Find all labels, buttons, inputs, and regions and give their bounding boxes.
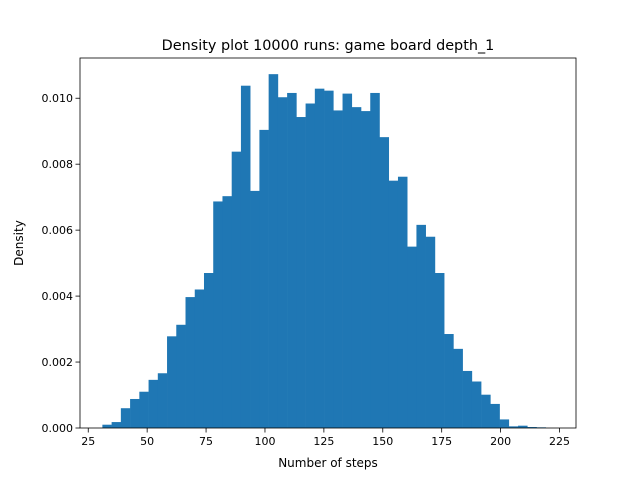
histogram-bar bbox=[287, 92, 297, 428]
histogram-bar bbox=[518, 425, 528, 428]
histogram-bar bbox=[167, 336, 177, 428]
histogram-bar bbox=[240, 85, 251, 428]
histogram-bar bbox=[333, 110, 343, 428]
histogram-bar bbox=[462, 370, 473, 428]
x-tick-label: 150 bbox=[372, 435, 393, 448]
y-tick-label: 0.002 bbox=[42, 356, 74, 369]
histogram-bar bbox=[185, 297, 196, 428]
histogram-bar bbox=[527, 427, 537, 428]
histogram-bar bbox=[499, 419, 510, 428]
histogram-bar bbox=[296, 117, 306, 429]
x-tick-label: 50 bbox=[140, 435, 154, 448]
y-axis-label: Density bbox=[12, 220, 26, 266]
x-tick-label: 125 bbox=[313, 435, 334, 448]
histogram-bar bbox=[194, 289, 205, 428]
histogram-bar bbox=[388, 180, 399, 428]
histogram-bar bbox=[231, 151, 242, 429]
y-tick-label: 0.004 bbox=[42, 290, 74, 303]
histogram-bar bbox=[120, 408, 131, 428]
x-tick-label: 75 bbox=[199, 435, 213, 448]
histogram-bar bbox=[222, 196, 232, 428]
histogram-bar bbox=[324, 90, 334, 428]
histogram-bar bbox=[139, 391, 149, 428]
histogram-bar bbox=[130, 398, 140, 428]
x-tick-label: 225 bbox=[549, 435, 570, 448]
histogram-bar bbox=[361, 111, 371, 429]
histogram-bar bbox=[370, 92, 380, 428]
histogram-bar bbox=[259, 129, 269, 429]
histogram-bar bbox=[508, 426, 519, 428]
histogram-bar bbox=[444, 334, 454, 428]
x-tick-label: 100 bbox=[254, 435, 275, 448]
histogram-bar bbox=[314, 88, 325, 428]
y-tick-label: 0.010 bbox=[42, 92, 74, 105]
y-tick-label: 0.000 bbox=[42, 422, 74, 435]
histogram-bar bbox=[434, 273, 445, 428]
plot-frame bbox=[79, 57, 577, 429]
x-tick-label: 175 bbox=[431, 435, 452, 448]
histogram-bar bbox=[268, 74, 279, 429]
histogram-bar bbox=[481, 394, 491, 428]
histogram-bar bbox=[305, 103, 316, 428]
histogram-bar bbox=[342, 93, 353, 428]
histogram-bar bbox=[425, 236, 436, 428]
x-tick-label: 25 bbox=[81, 435, 95, 448]
histogram-bar bbox=[351, 107, 362, 429]
y-tick-label: 0.008 bbox=[42, 158, 74, 171]
x-axis-ticks: 25 50 75 100 125 150 175 200 225 bbox=[81, 428, 570, 448]
histogram-bar bbox=[157, 373, 168, 428]
histogram-bars bbox=[102, 74, 547, 429]
histogram-bar bbox=[203, 273, 214, 428]
chart-title: Density plot 10000 runs: game board dept… bbox=[162, 38, 495, 54]
x-axis-label: Number of steps bbox=[278, 456, 378, 470]
histogram-bar bbox=[277, 97, 288, 428]
histogram-bar bbox=[453, 348, 463, 428]
histogram-bar bbox=[102, 424, 112, 428]
histogram-bar bbox=[471, 381, 482, 428]
histogram-bar bbox=[176, 324, 186, 428]
y-axis-ticks: 0.000 0.002 0.004 0.006 0.008 0.010 bbox=[42, 92, 80, 435]
x-tick-label: 200 bbox=[490, 435, 511, 448]
histogram-bar bbox=[148, 379, 159, 428]
histogram-bar bbox=[416, 224, 426, 428]
histogram-bar bbox=[490, 403, 500, 428]
histogram-bar bbox=[397, 176, 408, 428]
y-tick-label: 0.006 bbox=[42, 224, 74, 237]
histogram-bar bbox=[213, 201, 223, 428]
histogram-bar bbox=[379, 137, 390, 428]
histogram-bar bbox=[111, 422, 122, 428]
histogram-bar bbox=[250, 190, 260, 428]
histogram-bar bbox=[407, 246, 417, 428]
